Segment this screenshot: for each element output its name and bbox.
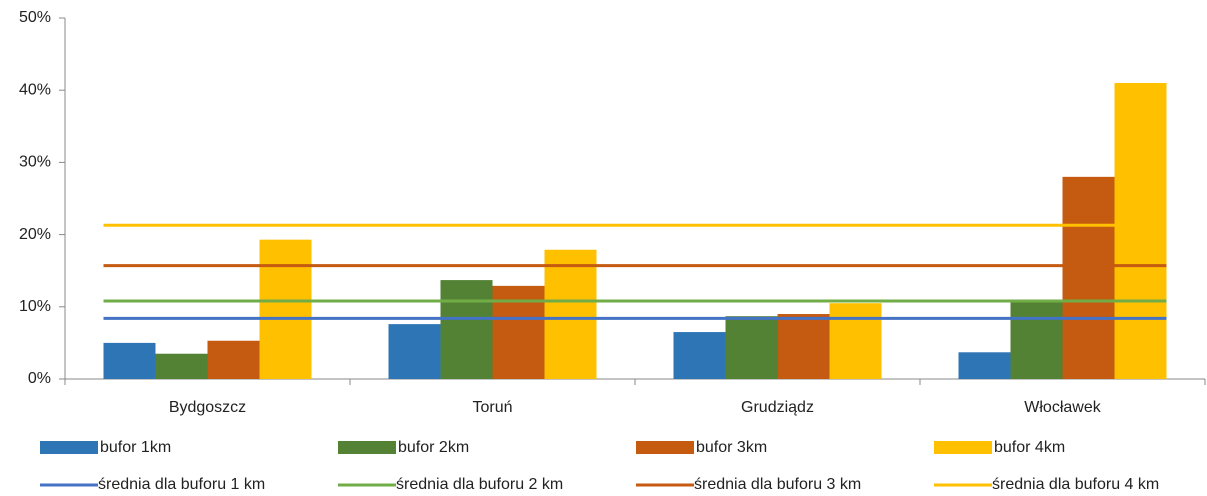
legend-label: średnia dla buforu 2 km [396,476,563,493]
bar [1114,82,1167,379]
legend-label: bufor 1km [100,439,171,456]
bar [207,340,260,379]
bar [544,249,597,379]
y-tick-label: 20% [19,226,51,243]
bar [103,342,156,379]
bar [1010,300,1063,379]
y-tick-label: 50% [19,9,51,26]
y-tick-label: 30% [19,154,51,171]
legend-label: bufor 2km [398,439,469,456]
bar [725,316,778,379]
legend-label: bufor 4km [994,439,1065,456]
bar [829,303,882,379]
bar [440,280,493,379]
legend-label: średnia dla buforu 4 km [992,476,1159,493]
legend-label: średnia dla buforu 3 km [694,476,861,493]
bar [155,353,208,379]
bar [388,324,441,379]
x-tick-label: Toruń [472,399,512,416]
bar [777,314,830,379]
x-tick-label: Grudziądz [741,399,814,416]
x-tick-label: Bydgoszcz [169,399,246,416]
legend-label: średnia dla buforu 1 km [98,476,265,493]
legend-swatch [934,441,992,454]
bar [259,239,312,379]
legend-label: bufor 3km [696,439,767,456]
y-tick-label: 10% [19,298,51,315]
y-tick-label: 40% [19,81,51,98]
y-tick-label: 0% [28,370,51,387]
bar [958,352,1011,379]
legend-swatch [40,441,98,454]
legend-swatch [636,441,694,454]
legend-swatch [338,441,396,454]
x-tick-label: Włocławek [1024,399,1101,416]
bar [673,332,726,379]
bar [1062,176,1115,379]
